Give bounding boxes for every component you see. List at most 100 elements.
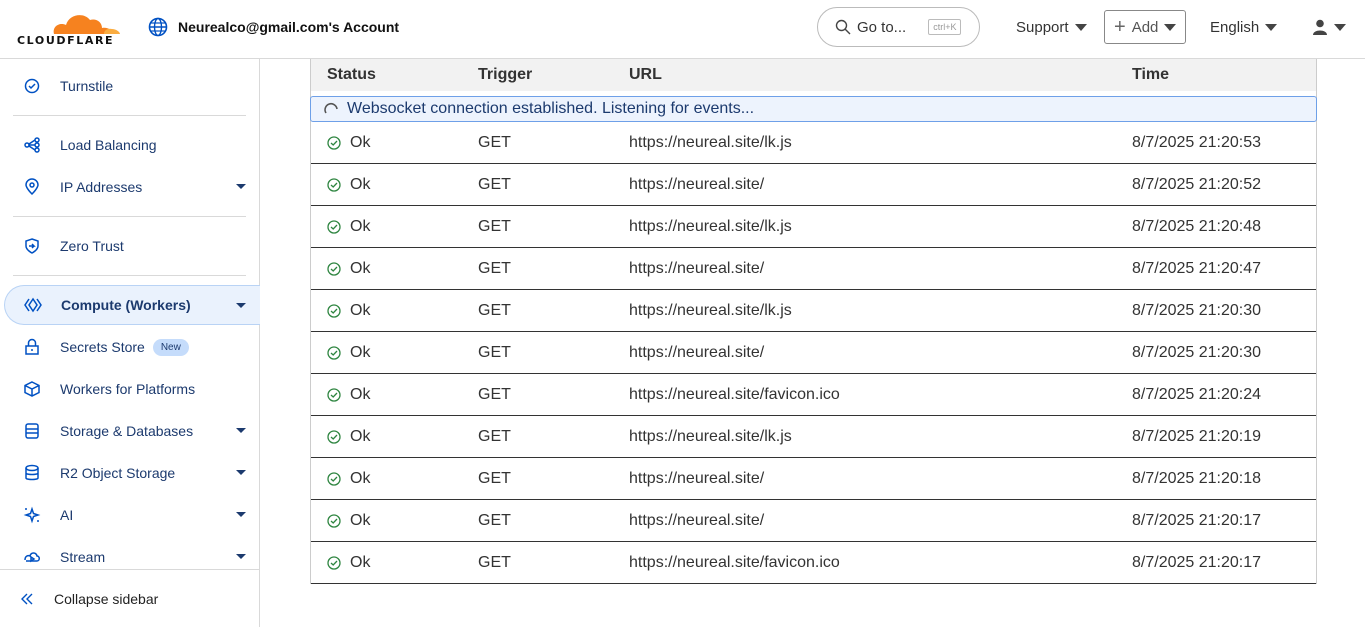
sidebar-icon-wrap [4, 237, 60, 255]
sidebar-item-secrets-store[interactable]: Secrets Store New [4, 327, 260, 367]
status-cell: Ok [327, 302, 370, 320]
trigger-cell: GET [478, 427, 511, 445]
status-cell: Ok [327, 554, 370, 572]
status-text: Ok [350, 343, 371, 361]
cube-icon [24, 381, 40, 397]
add-menu[interactable]: + Add [1104, 10, 1187, 44]
status-cell: Ok [327, 134, 370, 152]
sidebar-icon-wrap [4, 77, 60, 95]
trigger-cell: GET [478, 301, 511, 319]
status-cell: Ok [327, 428, 370, 446]
column-status[interactable]: Status [327, 66, 376, 83]
table-row[interactable]: Ok GET https://neureal.site/favicon.ico … [311, 374, 1316, 416]
table-row[interactable]: Ok GET https://neureal.site/ 8/7/2025 21… [311, 248, 1316, 290]
events-table: Status Trigger URL Time Websocket connec… [310, 59, 1317, 584]
sidebar-item-load-balancing[interactable]: Load Balancing [4, 125, 260, 165]
stream-icon [24, 552, 40, 563]
user-icon [1313, 19, 1327, 35]
url-cell: https://neureal.site/lk.js [629, 133, 792, 151]
sidebar-item-label: Secrets Store [60, 339, 145, 355]
column-url[interactable]: URL [629, 66, 662, 83]
check-circle-icon [327, 555, 341, 570]
sidebar-item-turnstile[interactable]: Turnstile [4, 66, 260, 106]
table-row[interactable]: Ok GET https://neureal.site/ 8/7/2025 21… [311, 332, 1316, 374]
websocket-status-banner: Websocket connection established. Listen… [310, 96, 1317, 122]
url-cell: https://neureal.site/lk.js [629, 427, 792, 445]
table-header: Status Trigger URL Time [311, 59, 1316, 91]
language-menu[interactable]: English [1210, 10, 1278, 44]
sidebar-item-stream[interactable]: Stream [4, 537, 260, 577]
trigger-cell: GET [478, 469, 511, 487]
time-cell: 8/7/2025 21:20:19 [1132, 427, 1262, 445]
account-switcher[interactable]: Neurealco@gmail.com's Account [148, 17, 399, 37]
table-row[interactable]: Ok GET https://neureal.site/ 8/7/2025 21… [311, 500, 1316, 542]
sidebar-item-ai[interactable]: AI [4, 495, 260, 535]
table-row[interactable]: Ok GET https://neureal.site/lk.js 8/7/20… [311, 416, 1316, 458]
goto-search-button[interactable]: Go to... ctrl+K [817, 7, 980, 47]
check-circle-icon [327, 471, 341, 486]
status-text: Ok [350, 259, 371, 277]
sidebar-item-label: AI [60, 507, 74, 523]
sidebar-item-zero-trust[interactable]: Zero Trust [4, 226, 260, 266]
table-row[interactable]: Ok GET https://neureal.site/lk.js 8/7/20… [311, 122, 1316, 164]
sidebar-item-label: Zero Trust [60, 238, 124, 254]
sidebar-icon-wrap [4, 338, 60, 356]
table-row[interactable]: Ok GET https://neureal.site/lk.js 8/7/20… [311, 290, 1316, 332]
shortcut-hint: ctrl+K [928, 19, 962, 35]
sidebar-item-label: Load Balancing [60, 137, 157, 153]
sidebar-item-ip-addresses[interactable]: IP Addresses [4, 167, 260, 207]
sidebar-item-storage-databases[interactable]: Storage & Databases [4, 411, 260, 451]
column-trigger[interactable]: Trigger [478, 66, 533, 83]
user-menu[interactable] [1312, 10, 1346, 44]
caret-down-icon[interactable] [236, 470, 246, 475]
caret-down-icon[interactable] [236, 512, 246, 517]
caret-down-icon[interactable] [236, 554, 246, 559]
sidebar-icon-wrap [4, 178, 60, 196]
sidebar-item-compute-workers[interactable]: Compute (Workers) [4, 285, 260, 325]
banner-text: Websocket connection established. Listen… [347, 100, 755, 117]
collapse-sidebar-button[interactable]: Collapse sidebar [0, 569, 259, 627]
double-chevron-left-icon [21, 593, 33, 604]
check-circle-icon [327, 135, 341, 150]
sidebar-icon-wrap [4, 380, 60, 398]
trigger-cell: GET [478, 217, 511, 235]
lock-icon [25, 338, 39, 355]
trigger-cell: GET [478, 343, 511, 361]
trigger-cell: GET [478, 175, 511, 193]
goto-label: Go to... [857, 18, 907, 36]
table-row[interactable]: Ok GET https://neureal.site/lk.js 8/7/20… [311, 206, 1316, 248]
sidebar-icon-wrap [4, 136, 60, 154]
status-cell: Ok [327, 470, 370, 488]
time-cell: 8/7/2025 21:20:47 [1132, 259, 1262, 277]
table-row[interactable]: Ok GET https://neureal.site/ 8/7/2025 21… [311, 458, 1316, 500]
sidebar-item-label: Stream [60, 549, 106, 565]
support-label: Support [1016, 18, 1069, 36]
table-row[interactable]: Ok GET https://neureal.site/favicon.ico … [311, 542, 1316, 584]
cloudflare-logo[interactable]: CLOUDFLARE [16, 6, 124, 47]
status-text: Ok [350, 175, 371, 193]
url-cell: https://neureal.site/ [629, 343, 765, 361]
table-row[interactable]: Ok GET https://neureal.site/ 8/7/2025 21… [311, 164, 1316, 206]
url-cell: https://neureal.site/lk.js [629, 301, 792, 319]
url-cell: https://neureal.site/ [629, 175, 765, 193]
sidebar-item-r2-object-storage[interactable]: R2 Object Storage [4, 453, 260, 493]
column-time[interactable]: Time [1132, 66, 1170, 83]
url-cell: https://neureal.site/favicon.ico [629, 553, 840, 571]
caret-down-icon[interactable] [236, 303, 246, 308]
trigger-cell: GET [478, 133, 511, 151]
status-text: Ok [350, 427, 371, 445]
sidebar: Turnstile Load Balancing IP Addresses Zero … [0, 59, 260, 627]
sidebar-icon-wrap [4, 464, 60, 482]
time-cell: 8/7/2025 21:20:17 [1132, 553, 1262, 571]
sidebar-divider [13, 115, 246, 116]
sidebar-item-workers-for-platforms[interactable]: Workers for Platforms [4, 369, 260, 409]
language-label: English [1210, 18, 1260, 36]
caret-down-icon[interactable] [236, 184, 246, 189]
sidebar-icon-wrap [5, 296, 61, 314]
support-menu[interactable]: Support [1016, 10, 1087, 44]
status-text: Ok [350, 385, 371, 403]
location-pin-icon [25, 178, 39, 196]
sidebar-divider [13, 275, 246, 276]
check-circle-icon [327, 177, 341, 192]
caret-down-icon[interactable] [236, 428, 246, 433]
